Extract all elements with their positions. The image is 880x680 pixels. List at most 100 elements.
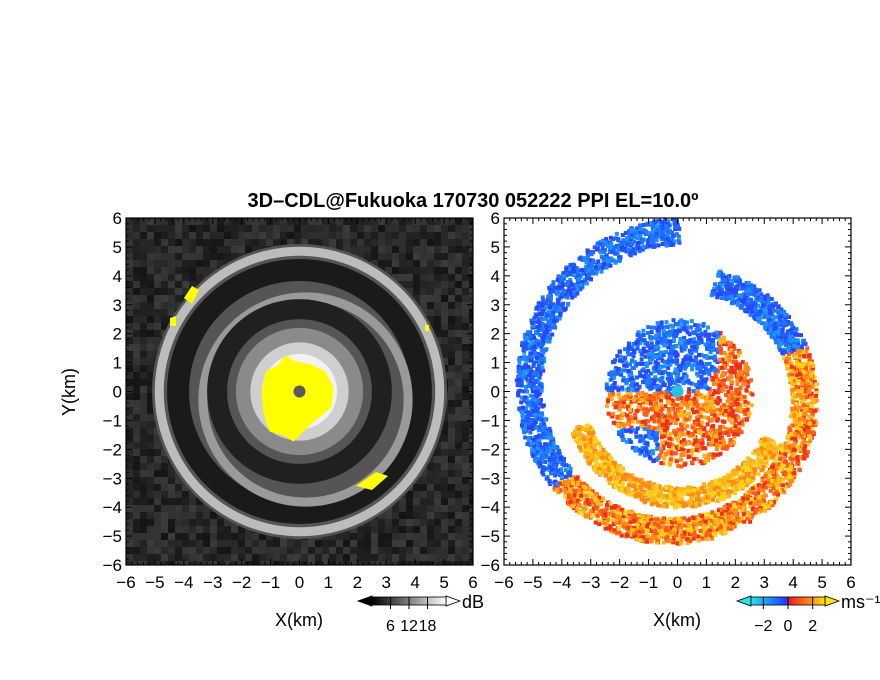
noise-cell bbox=[126, 505, 133, 512]
noise-cell bbox=[350, 218, 357, 225]
noise-cell bbox=[364, 246, 371, 253]
velocity-pixel bbox=[727, 507, 732, 512]
velocity-pixel bbox=[680, 361, 685, 366]
noise-cell bbox=[385, 246, 392, 253]
velocity-pixel bbox=[612, 375, 617, 380]
velocity-pixel bbox=[636, 385, 641, 390]
noise-cell bbox=[406, 274, 413, 281]
noise-cell bbox=[133, 225, 140, 232]
velocity-pixel bbox=[610, 396, 615, 401]
velocity-pixel bbox=[651, 381, 656, 386]
velocity-pixel bbox=[720, 373, 725, 378]
noise-cell bbox=[455, 505, 462, 512]
noise-cell bbox=[427, 309, 434, 316]
velocity-pixel bbox=[536, 413, 541, 418]
velocity-pixel bbox=[635, 226, 640, 231]
velocity-pixel bbox=[694, 416, 699, 421]
noise-cell bbox=[126, 393, 133, 400]
noise-cell bbox=[455, 337, 462, 344]
noise-cell bbox=[196, 540, 203, 547]
noise-cell bbox=[378, 218, 385, 225]
velocity-pixel bbox=[666, 365, 671, 370]
velocity-pixel bbox=[628, 394, 633, 399]
velocity-pixel bbox=[644, 450, 649, 455]
noise-cell bbox=[420, 274, 427, 281]
noise-cell bbox=[175, 302, 182, 309]
velocity-pixel bbox=[694, 447, 699, 452]
noise-cell bbox=[175, 484, 182, 491]
noise-cell bbox=[203, 267, 210, 274]
noise-cell bbox=[147, 498, 154, 505]
noise-cell bbox=[455, 225, 462, 232]
velocity-pixel bbox=[643, 395, 648, 400]
velocity-pixel bbox=[674, 361, 679, 366]
noise-cell bbox=[126, 561, 133, 565]
noise-cell bbox=[462, 225, 469, 232]
noise-cell bbox=[441, 554, 448, 561]
velocity-pixel bbox=[743, 375, 748, 380]
velocity-pixel bbox=[631, 388, 636, 393]
noise-cell bbox=[357, 554, 364, 561]
velocity-pixel bbox=[689, 319, 694, 324]
velocity-pixel bbox=[727, 428, 732, 433]
noise-cell bbox=[126, 232, 133, 239]
noise-cell bbox=[434, 554, 441, 561]
noise-cell bbox=[259, 547, 266, 554]
velocity-pixel bbox=[611, 411, 616, 416]
noise-cell bbox=[175, 218, 182, 225]
velocity-pixel bbox=[647, 455, 652, 460]
velocity-pixel bbox=[707, 395, 712, 400]
velocity-pixel bbox=[668, 348, 673, 353]
velocity-pixel bbox=[703, 366, 708, 371]
noise-cell bbox=[462, 554, 469, 561]
velocity-pixel bbox=[641, 400, 646, 405]
velocity-pixel bbox=[686, 448, 691, 453]
velocity-pixel bbox=[639, 362, 644, 367]
noise-cell bbox=[441, 491, 448, 498]
noise-cell bbox=[231, 554, 238, 561]
noise-cell bbox=[448, 435, 455, 442]
noise-cell bbox=[455, 519, 462, 526]
noise-cell bbox=[266, 218, 273, 225]
noise-cell bbox=[168, 561, 175, 565]
velocity-pixel bbox=[671, 402, 676, 407]
velocity-pixel bbox=[686, 340, 691, 345]
noise-cell bbox=[175, 246, 182, 253]
noise-cell bbox=[392, 274, 399, 281]
noise-cell bbox=[189, 505, 196, 512]
noise-cell bbox=[154, 533, 161, 540]
velocity-pixel bbox=[729, 368, 734, 373]
noise-cell bbox=[245, 554, 252, 561]
velocity-pixel bbox=[605, 240, 610, 245]
velocity-pixel bbox=[703, 333, 708, 338]
noise-cell bbox=[399, 526, 406, 533]
velocity-pixel bbox=[735, 511, 740, 516]
velocity-pixel bbox=[660, 413, 665, 418]
velocity-pixel bbox=[727, 357, 732, 362]
velocity-pixel bbox=[731, 432, 736, 437]
velocity-pixel bbox=[725, 404, 730, 409]
velocity-pixel bbox=[660, 325, 665, 330]
velocity-pixel bbox=[680, 379, 685, 384]
noise-cell bbox=[259, 540, 266, 547]
noise-cell bbox=[469, 246, 473, 253]
noise-cell bbox=[140, 281, 147, 288]
noise-cell bbox=[168, 274, 175, 281]
noise-cell bbox=[469, 253, 473, 260]
velocity-pixel bbox=[644, 400, 649, 405]
noise-cell bbox=[350, 547, 357, 554]
velocity-pixel bbox=[650, 352, 655, 357]
noise-cell bbox=[385, 561, 392, 565]
noise-cell bbox=[469, 323, 473, 330]
velocity-pixel bbox=[713, 433, 718, 438]
noise-cell bbox=[406, 288, 413, 295]
velocity-pixel bbox=[656, 324, 661, 329]
noise-cell bbox=[126, 519, 133, 526]
velocity-pixel bbox=[679, 447, 684, 452]
noise-cell bbox=[448, 512, 455, 519]
velocity-pixel bbox=[737, 427, 742, 432]
noise-cell bbox=[189, 260, 196, 267]
noise-cell bbox=[147, 225, 154, 232]
noise-cell bbox=[448, 316, 455, 323]
noise-cell bbox=[308, 239, 315, 246]
